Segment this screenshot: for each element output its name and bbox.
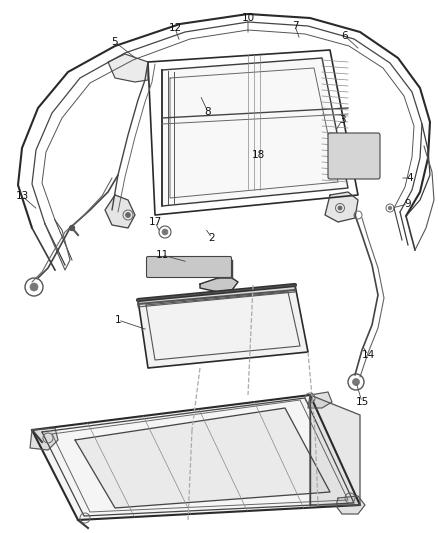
Text: 13: 13	[15, 191, 28, 201]
Text: 18: 18	[251, 150, 265, 160]
FancyBboxPatch shape	[146, 256, 232, 278]
Text: 3: 3	[339, 115, 345, 125]
Polygon shape	[75, 408, 330, 508]
FancyBboxPatch shape	[328, 133, 380, 179]
Circle shape	[162, 229, 168, 235]
Text: 12: 12	[168, 23, 182, 33]
Text: 11: 11	[155, 250, 169, 260]
Text: 9: 9	[405, 199, 411, 209]
Text: 1: 1	[115, 315, 121, 325]
Circle shape	[338, 206, 342, 210]
Circle shape	[30, 283, 38, 291]
Polygon shape	[310, 395, 360, 505]
Polygon shape	[108, 54, 148, 82]
Text: 5: 5	[112, 37, 118, 47]
Polygon shape	[30, 428, 58, 450]
Text: 7: 7	[292, 21, 298, 31]
Polygon shape	[138, 285, 308, 368]
Circle shape	[388, 206, 392, 210]
Polygon shape	[138, 285, 295, 307]
Circle shape	[126, 213, 131, 217]
Text: 8: 8	[205, 107, 211, 117]
Text: 4: 4	[407, 173, 413, 183]
Polygon shape	[308, 392, 332, 408]
Polygon shape	[200, 278, 238, 292]
Text: 10: 10	[241, 13, 254, 23]
Text: 14: 14	[361, 350, 374, 360]
Text: 6: 6	[342, 31, 348, 41]
Circle shape	[353, 378, 360, 385]
Polygon shape	[32, 395, 360, 520]
Polygon shape	[336, 496, 365, 514]
Polygon shape	[162, 58, 348, 206]
Polygon shape	[325, 192, 358, 222]
Polygon shape	[105, 195, 135, 228]
Circle shape	[70, 225, 74, 230]
Text: 2: 2	[208, 233, 215, 243]
Text: 15: 15	[355, 397, 369, 407]
Text: 17: 17	[148, 217, 162, 227]
